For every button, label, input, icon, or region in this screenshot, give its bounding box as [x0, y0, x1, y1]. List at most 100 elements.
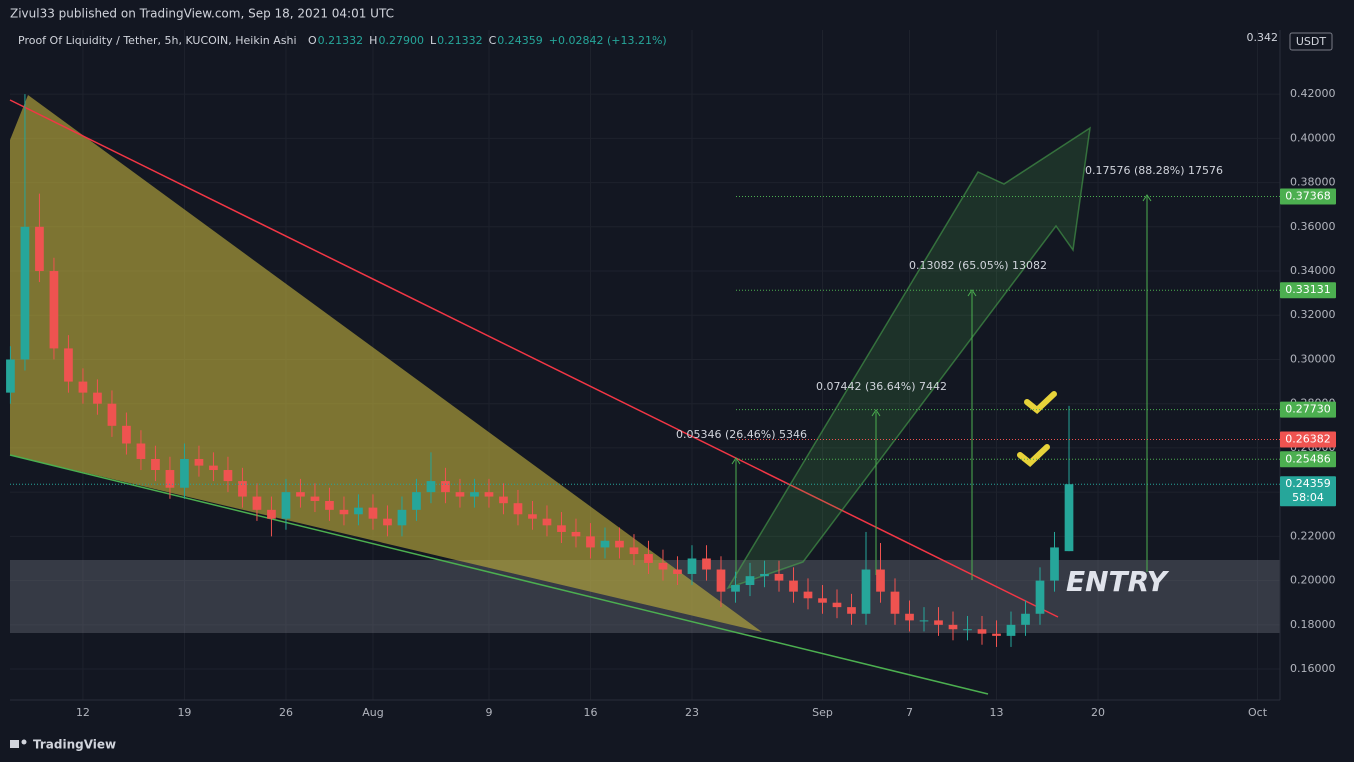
- footer: TradingView: [33, 738, 116, 752]
- candle-body: [629, 547, 639, 555]
- candle-body: [64, 348, 73, 382]
- candle-body: [832, 602, 842, 608]
- candle-body: [905, 613, 914, 621]
- legend-key: C: [489, 34, 497, 47]
- candle-body: [745, 576, 755, 586]
- legend-value: 0.27900: [378, 34, 424, 47]
- price-tag-label: 0.25486: [1285, 452, 1331, 465]
- candle-body: [1021, 613, 1030, 625]
- candle-body: [281, 492, 291, 519]
- x-tick-label: Oct: [1248, 706, 1268, 719]
- y-tick-label: 0.40000: [1290, 131, 1336, 144]
- measure-arrows: [731, 194, 1152, 580]
- candle-body: [557, 525, 566, 532]
- candle-body: [368, 507, 378, 519]
- candle-body: [731, 585, 740, 592]
- resistance-line: [9, 99, 1059, 618]
- currency-box: [1289, 32, 1333, 51]
- legend-value: 0.24359: [497, 34, 543, 47]
- candle-body: [760, 573, 769, 577]
- annotation: 0.07442 (36.64%) 7442: [816, 380, 947, 393]
- candle-body: [600, 540, 610, 548]
- x-tick-label: 23: [685, 706, 699, 719]
- candle-body: [716, 569, 726, 592]
- candle-body: [136, 443, 146, 459]
- candle-body: [238, 481, 247, 497]
- candle-body: [528, 514, 537, 519]
- candle-body: [774, 573, 784, 581]
- x-tick-label: Sep: [812, 706, 833, 719]
- candle-body: [1035, 580, 1045, 614]
- candle-body: [847, 607, 856, 614]
- y-tick-label: 0.34000: [1290, 264, 1336, 277]
- candle-body: [484, 492, 494, 497]
- x-tick-label: 26: [279, 706, 293, 719]
- candle-body: [180, 458, 189, 488]
- candle-body: [122, 425, 131, 444]
- y-tick-label: 0.18000: [1290, 618, 1336, 631]
- x-tick-label: 19: [177, 706, 191, 719]
- candle-body: [397, 509, 407, 526]
- candle-body: [296, 492, 305, 497]
- candle-body: [354, 507, 363, 515]
- y-tick-label: 0.16000: [1290, 662, 1336, 675]
- candle-body: [1050, 547, 1059, 581]
- candle-body: [818, 598, 827, 603]
- x-tick-label: 9: [485, 706, 492, 719]
- candle-body: [455, 492, 465, 497]
- candle-body: [542, 518, 552, 526]
- y-tick-label: 0.38000: [1290, 176, 1336, 189]
- candle-body: [861, 569, 871, 614]
- legend-value: 0.21332: [318, 34, 364, 47]
- x-tick-label: 12: [76, 706, 90, 719]
- candle-body: [615, 540, 624, 548]
- candle-body: [325, 500, 334, 510]
- currency: USDT: [1296, 35, 1327, 48]
- support-line: [9, 454, 989, 695]
- y-tick-label: 0.36000: [1290, 220, 1336, 233]
- legend-key: O: [308, 34, 317, 47]
- y-tick-label: 0.20000: [1290, 574, 1336, 587]
- candle-body: [499, 496, 508, 504]
- x-tick-label: 20: [1091, 706, 1105, 719]
- candle-body: [789, 580, 798, 592]
- price-tag-label: 0.26382: [1285, 432, 1331, 445]
- candle-body: [267, 509, 276, 519]
- checkmark: [1017, 444, 1050, 467]
- candle-body: [948, 624, 958, 630]
- candle-body: [687, 558, 697, 574]
- candle-body: [426, 481, 436, 493]
- price-tag: [1280, 476, 1336, 507]
- candle-body: [586, 536, 595, 548]
- candle-body: [470, 492, 479, 497]
- price-tag-label: 0.37368: [1285, 190, 1331, 203]
- top-label: 0.342: [1247, 31, 1279, 44]
- candle-body: [644, 554, 653, 563]
- y-tick-label: 0.22000: [1290, 529, 1336, 542]
- price-tag: [1280, 431, 1336, 448]
- candles: [6, 94, 1074, 647]
- annotation: 0.13082 (65.05%) 13082: [909, 259, 1047, 272]
- wedge: [10, 95, 762, 632]
- candle-body: [209, 465, 218, 471]
- candle-body: [977, 629, 987, 634]
- candle-body: [339, 509, 349, 515]
- y-tick-label: 0.42000: [1290, 87, 1336, 100]
- candle-body: [513, 503, 523, 515]
- candle-body: [1064, 484, 1074, 552]
- x-tick-label: 13: [990, 706, 1004, 719]
- candle-body: [963, 629, 972, 631]
- price-tag-label: 0.27730: [1285, 403, 1331, 416]
- price-tag-label: 0.24359: [1285, 477, 1331, 490]
- y-tick-label: 0.32000: [1290, 308, 1336, 321]
- candle-body: [992, 633, 1001, 636]
- candle-body: [658, 562, 668, 570]
- candle-body: [194, 458, 204, 466]
- candle-body: [383, 518, 392, 526]
- x-tick-label: 7: [906, 706, 913, 719]
- price-tag: [1280, 451, 1336, 468]
- price-tag: [1280, 401, 1336, 418]
- entry-label: ENTRY: [1066, 565, 1170, 598]
- candle-body: [49, 271, 59, 349]
- x-tick-label: 16: [583, 706, 597, 719]
